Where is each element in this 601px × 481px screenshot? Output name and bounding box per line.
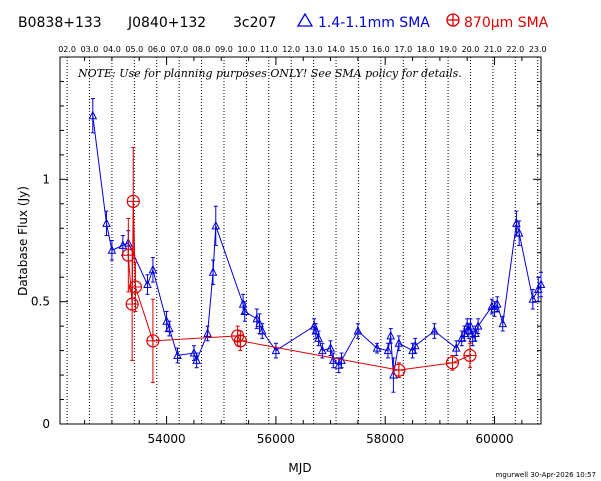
top-axis-label: 20.0	[462, 45, 480, 54]
source-name-alias: 3c207	[233, 15, 276, 31]
y-tick-label: 0	[42, 417, 50, 431]
top-axis-label: 11.0	[260, 45, 278, 54]
data-point	[257, 325, 267, 335]
legend-series-1: 1.4-1.1mm SMA	[318, 15, 430, 31]
data-point	[473, 321, 483, 330]
top-axis-label: 22.0	[506, 45, 524, 54]
data-point	[88, 110, 98, 120]
top-axis-label: 15.0	[350, 45, 368, 54]
data-point	[203, 328, 212, 337]
series-870um	[121, 147, 477, 383]
legend-series-2: 870μm SMA	[464, 15, 549, 31]
top-axis-label: 05.0	[125, 45, 143, 54]
data-point	[490, 303, 499, 313]
source-name-b1950: B0838+133	[18, 15, 102, 31]
top-axis-label: 09.0	[215, 45, 233, 54]
top-axis-label: 13.0	[305, 45, 323, 54]
top-axis-label: 19.0	[439, 45, 457, 54]
y-tick-label: 0.5	[31, 295, 50, 309]
top-axis-label: 06.0	[148, 45, 166, 54]
y-axis-label: Database Flux (Jy)	[16, 186, 30, 296]
data-point	[430, 325, 439, 335]
data-point	[102, 218, 111, 227]
top-axis-label: 16.0	[372, 45, 390, 54]
data-point	[211, 220, 221, 230]
data-point	[165, 323, 174, 333]
data-point	[498, 318, 508, 328]
top-axis-label: 14.0	[327, 45, 345, 54]
data-point	[533, 284, 543, 293]
top-axis-label: 17.0	[394, 45, 412, 54]
data-point	[143, 279, 152, 289]
year-guide-lines	[66, 57, 539, 424]
data-point	[410, 340, 420, 350]
data-point	[468, 333, 477, 342]
source-name-j2000: J0840+132	[127, 15, 206, 31]
credit-stamp: mgurwell 30-Apr-2026 10:57	[496, 471, 596, 479]
data-point	[208, 267, 218, 276]
x-tick-label: 54000	[147, 432, 185, 446]
top-axis-label: 03.0	[81, 45, 99, 54]
series-1mm	[88, 98, 546, 393]
data-point	[466, 321, 475, 330]
top-axis-label: 12.0	[282, 45, 300, 54]
data-point	[457, 333, 467, 342]
top-axis: 02.0 03.0 04.0 05.0 06.0 07.0 08.0 09.0 10.0 11.0…	[58, 45, 546, 54]
data-point	[328, 355, 338, 364]
data-point	[118, 240, 128, 249]
top-axis-label: 02.0	[58, 45, 76, 54]
top-axis-label: 21.0	[484, 45, 502, 54]
data-point	[386, 330, 395, 340]
legend-triangle-icon	[296, 12, 314, 27]
x-axis: 54000 56000 58000 60000	[84, 57, 523, 446]
top-axis-label: 18.0	[417, 45, 435, 54]
series-line	[127, 201, 471, 371]
data-point	[148, 264, 158, 274]
x-tick-label: 60000	[475, 432, 513, 446]
data-point	[240, 306, 250, 315]
x-tick-label: 56000	[257, 432, 295, 446]
data-point	[318, 345, 327, 355]
x-axis-label: MJD	[288, 461, 311, 475]
top-axis-label: 07.0	[170, 45, 188, 54]
planning-note: NOTE: Use for planning purposes ONLY! Se…	[77, 67, 462, 80]
top-axis-label: 10.0	[237, 45, 255, 54]
data-point	[252, 313, 262, 323]
data-point	[394, 338, 404, 347]
plot-frame	[59, 56, 542, 425]
data-point	[536, 279, 546, 289]
data-point	[512, 218, 521, 227]
data-point	[314, 333, 323, 342]
top-axis-label: 23.0	[529, 45, 547, 54]
data-point	[192, 355, 201, 364]
x-tick-label: 58000	[366, 432, 404, 446]
data-point	[334, 360, 344, 369]
data-point	[514, 228, 524, 237]
chart-header: B0838+133 J0840+132 3c207 1.4-1.1mm SMA …	[18, 12, 549, 31]
data-point	[451, 343, 461, 352]
data-point	[528, 294, 538, 303]
y-tick-label: 1	[42, 172, 50, 186]
top-axis-label: 04.0	[103, 45, 121, 54]
y-axis: 00.51	[31, 80, 541, 431]
data-point	[372, 343, 382, 352]
top-axis-label: 08.0	[193, 45, 211, 54]
data-point	[408, 345, 417, 355]
data-point	[326, 343, 335, 352]
data-point	[271, 345, 281, 355]
data-point	[383, 345, 393, 355]
data-point	[107, 245, 117, 254]
legend-circle-plus-icon	[446, 13, 460, 27]
data-point	[353, 325, 363, 335]
data-point	[492, 298, 502, 308]
data-point	[173, 350, 182, 359]
